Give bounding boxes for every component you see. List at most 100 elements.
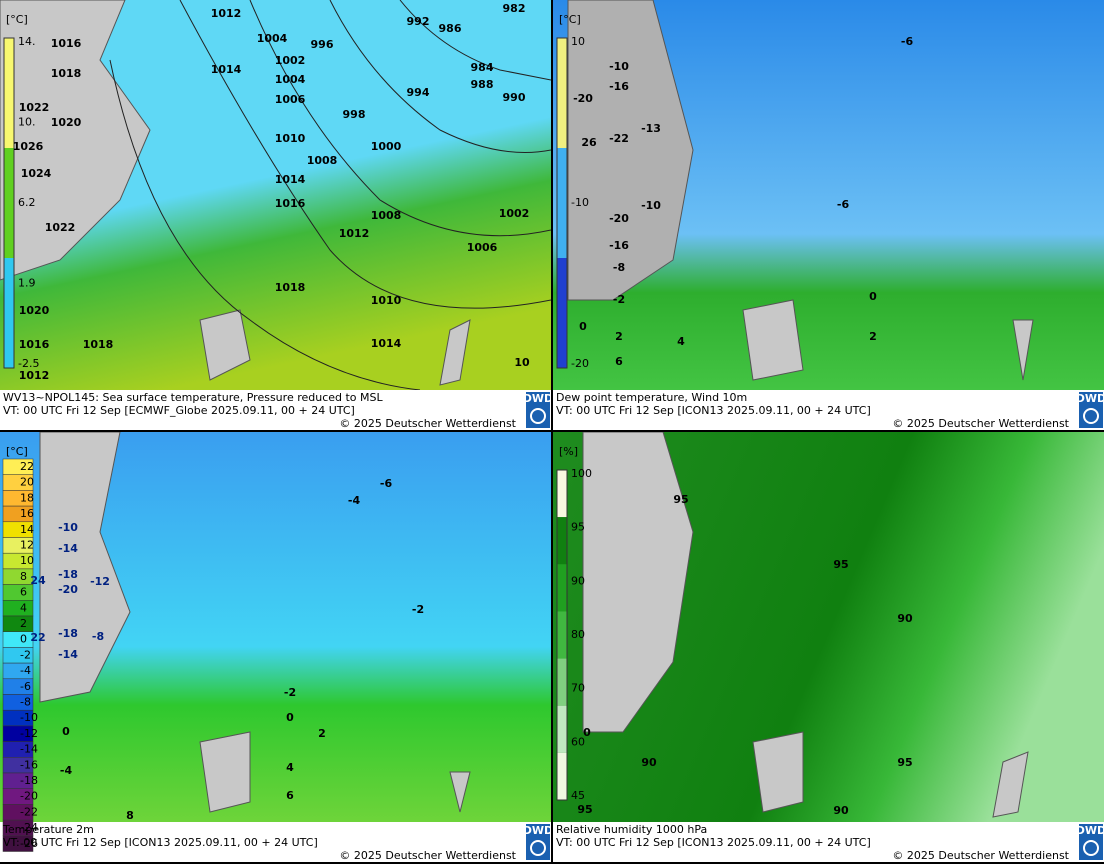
- contour-label: -20: [58, 583, 78, 596]
- contour-label: -10: [641, 199, 661, 212]
- contour-label: 1004: [257, 32, 288, 45]
- caption-valid-time: VT: 00 UTC Fri 12 Sep [ICON13 2025.09.11…: [3, 836, 318, 849]
- contour-label: -8: [613, 261, 625, 274]
- legend-segment: [4, 148, 14, 258]
- legend-label: -2: [20, 648, 31, 661]
- legend-label: -16: [20, 758, 38, 771]
- legend-label: -20: [20, 790, 38, 803]
- contour-label: 2: [869, 330, 877, 343]
- legend-frame: [556, 469, 568, 801]
- contour-label: 90: [897, 612, 913, 625]
- contour-label: 1014: [371, 337, 402, 350]
- contour-label: 0: [286, 711, 294, 724]
- contour-label: -6: [901, 35, 914, 48]
- legend-label: 16: [20, 507, 34, 520]
- land: [567, 0, 694, 301]
- land: [742, 299, 1034, 381]
- land: [752, 731, 1029, 818]
- caption-title: Temperature 2m: [2, 823, 94, 836]
- contour-label: 95: [577, 803, 592, 816]
- caption-bg: [0, 390, 551, 430]
- contour-label: -20: [573, 92, 593, 105]
- legend-swatch: [2, 835, 34, 852]
- legend-segment: [557, 564, 567, 612]
- caption-valid-time: VT: 00 UTC Fri 12 Sep [ICON13 2025.09.11…: [556, 404, 871, 417]
- contour-label: 1016: [19, 338, 50, 351]
- caption-bg: [553, 822, 1104, 862]
- contour-label: -16: [609, 239, 629, 252]
- contour-label: 95: [897, 756, 912, 769]
- contour-label: -2: [284, 686, 296, 699]
- legend-label: 95: [571, 521, 585, 534]
- legend-label: -14: [20, 743, 38, 756]
- contour-label: 986: [439, 22, 462, 35]
- contour-label: 1018: [275, 281, 306, 294]
- legend-swatch: [2, 584, 34, 601]
- legend-swatch: [2, 568, 34, 585]
- land: [39, 432, 131, 703]
- legend-label: 10: [571, 35, 585, 48]
- panel-sst-pressure: 14. 10. 6.2 1.9 -2.5 [°C] 1012 1004 996 992 986 982…: [0, 0, 551, 430]
- contour-label: 95: [833, 558, 848, 571]
- legend-segment: [557, 752, 567, 800]
- contour-label: 1002: [275, 54, 306, 67]
- legend-segment: [557, 705, 567, 753]
- contour-label: 998: [343, 108, 366, 121]
- legend-segment: [557, 517, 567, 565]
- contour-label: -18: [58, 568, 78, 581]
- contour-label: 1012: [339, 227, 370, 240]
- contour-label: 996: [311, 38, 334, 51]
- contour-label: 1004: [275, 73, 306, 86]
- caption-title: WV13~NPOL145: Sea surface temperature, P…: [3, 391, 384, 404]
- logo-swirl: [530, 408, 546, 424]
- legend-label: 80: [571, 628, 585, 641]
- legend-frame: [556, 37, 568, 369]
- contour-label: 90: [833, 804, 849, 817]
- legend-label: -10: [571, 196, 589, 209]
- legend-label: 20: [20, 476, 34, 489]
- legend-label: 2: [20, 617, 27, 630]
- contour-label: -6: [380, 477, 393, 490]
- legend-label: 18: [20, 491, 34, 504]
- contour-label: 26: [581, 136, 597, 149]
- legend-label: 45: [571, 789, 585, 802]
- contour-label: -16: [609, 80, 629, 93]
- contour-label: 1008: [307, 154, 338, 167]
- legend-label: -6: [20, 680, 31, 693]
- caption-valid-time: VT: 00 UTC Fri 12 Sep [ECMWF_Globe 2025.…: [3, 404, 355, 417]
- contour-label: 2: [318, 727, 326, 740]
- contour-label: 22: [30, 631, 45, 644]
- contour-label: 1012: [19, 369, 50, 382]
- contour-label: 990: [503, 91, 526, 104]
- contour-label: 984: [471, 61, 494, 74]
- legend-unit: [%]: [559, 445, 578, 458]
- legend-label: 14.: [18, 35, 36, 48]
- contour-label: 1010: [371, 294, 402, 307]
- contour-label: 1006: [467, 241, 498, 254]
- contour-label: 1020: [19, 304, 50, 317]
- contour-label: -10: [58, 521, 78, 534]
- contour-label: 1022: [45, 221, 76, 234]
- legend-label: 8: [20, 570, 27, 583]
- contour-label: 6: [615, 355, 623, 368]
- legend-label: 14: [20, 523, 34, 536]
- contour-label: 1016: [275, 197, 306, 210]
- contour-label: 4: [677, 335, 685, 348]
- legend-label: 12: [20, 539, 34, 552]
- legend-segment: [557, 658, 567, 706]
- legend-frame: [3, 37, 15, 369]
- legend-unit: [°C]: [6, 445, 28, 458]
- legend-label: 60: [571, 735, 585, 748]
- legend-label: 100: [571, 467, 592, 480]
- legend-label: 10.: [18, 116, 36, 129]
- caption-copyright: © 2025 Deutscher Wetterdienst: [339, 849, 516, 862]
- land: [199, 309, 471, 386]
- legend-label: -18: [20, 774, 38, 787]
- caption-valid-time: VT: 00 UTC Fri 12 Sep [ICON13 2025.09.11…: [556, 836, 871, 849]
- contour-label: 988: [471, 78, 494, 91]
- contour-label: 10: [514, 356, 530, 369]
- legend-label: -20: [571, 357, 589, 370]
- legend-label: 0: [20, 633, 27, 646]
- contour-label: -2: [613, 293, 625, 306]
